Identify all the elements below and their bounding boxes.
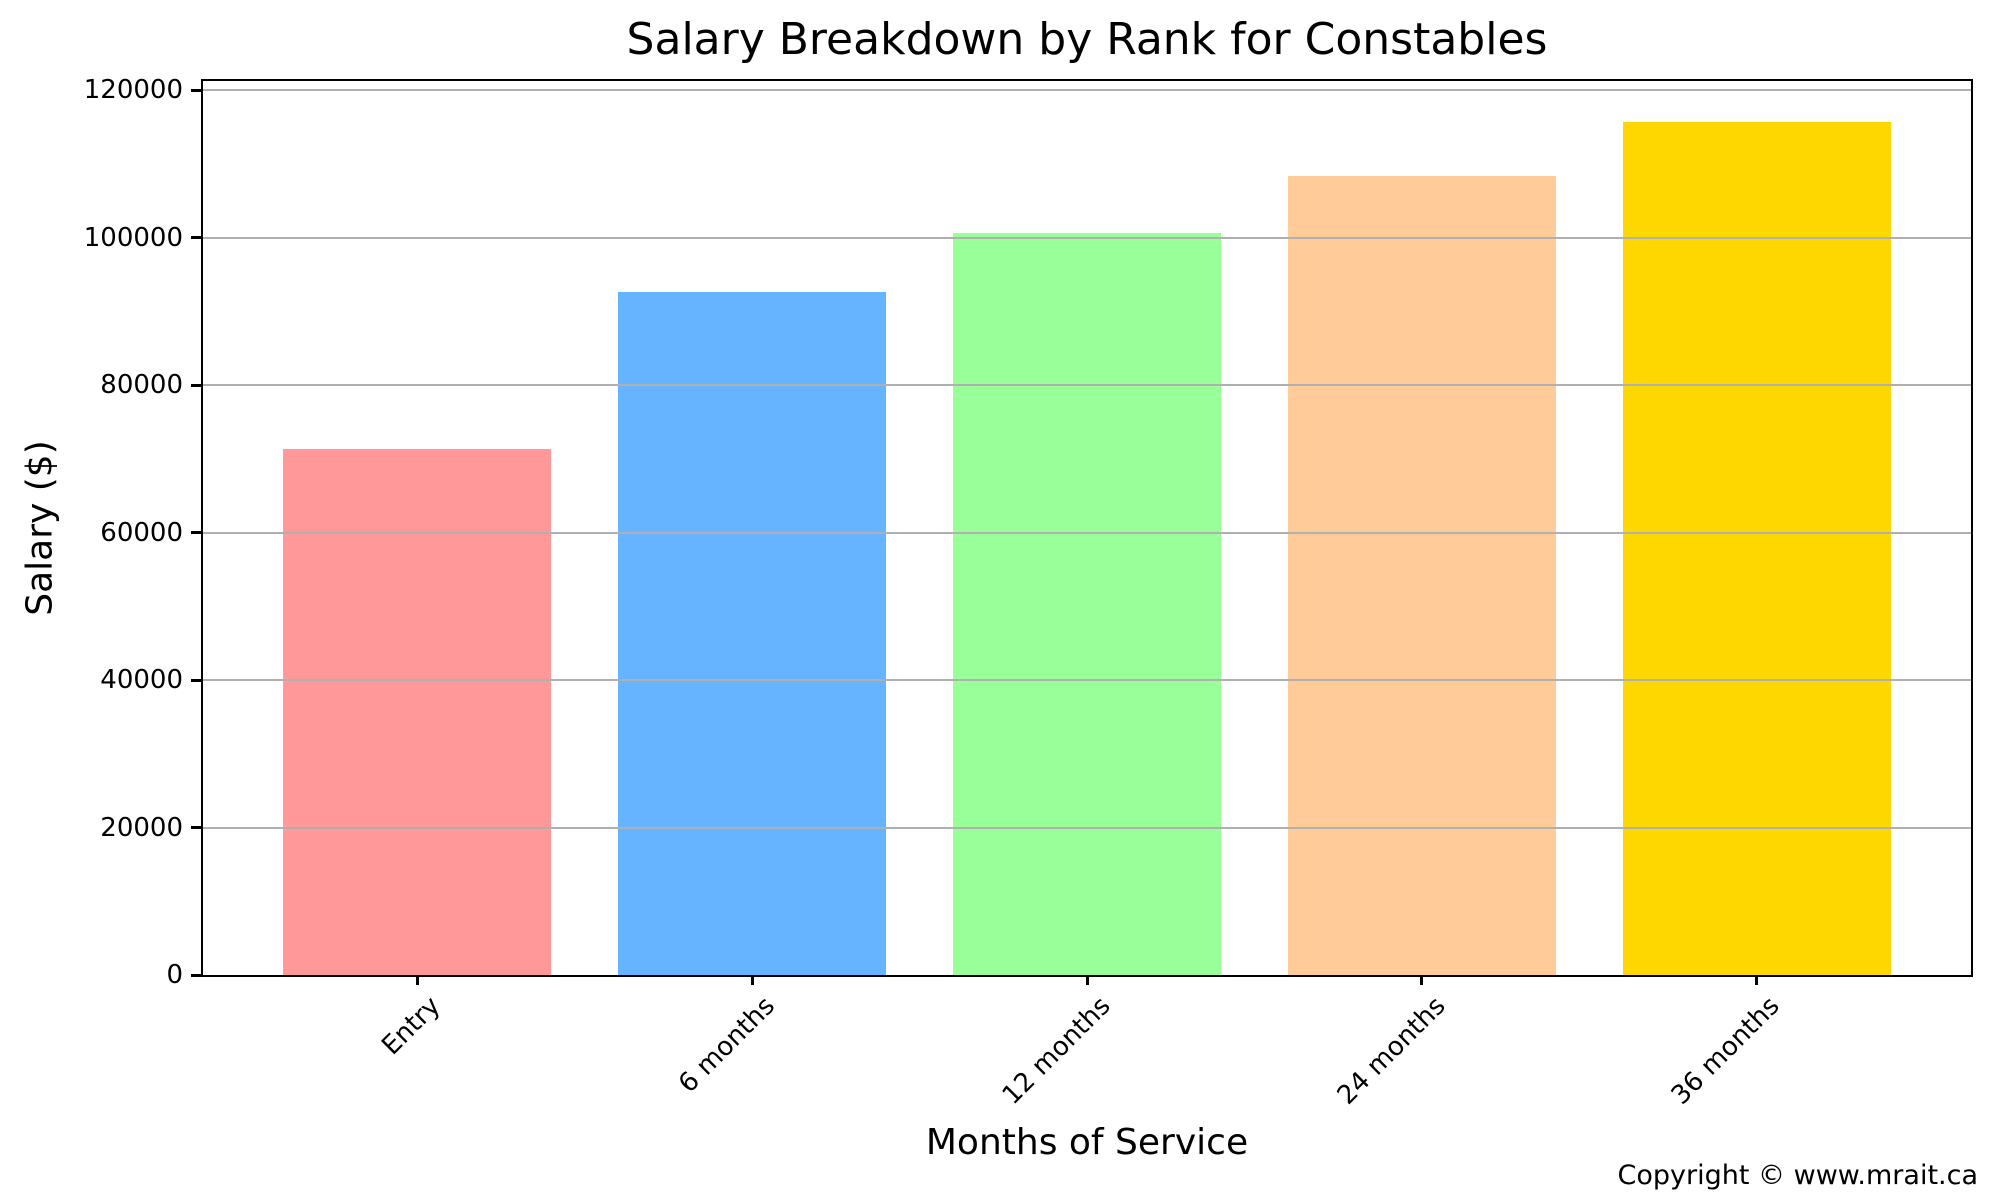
x-tick-label-text: 6 months <box>673 991 782 1100</box>
chart-title: Salary Breakdown by Rank for Constables <box>626 14 1548 65</box>
bar-6-months <box>618 291 887 975</box>
gridline-20000 <box>203 826 1971 829</box>
gridline-120000 <box>203 89 1971 92</box>
gridline-60000 <box>203 531 1971 534</box>
y-tick-label: 80000 <box>100 370 183 401</box>
y-tick-label: 40000 <box>100 665 183 696</box>
bar-12-months <box>953 232 1221 975</box>
bar-entry <box>283 449 552 975</box>
x-tick-mark <box>1085 975 1089 985</box>
y-tick-mark <box>191 88 201 92</box>
y-tick-mark <box>191 531 201 535</box>
gridline-80000 <box>203 384 1971 387</box>
y-tick-label: 100000 <box>83 222 183 253</box>
x-axis-label: Months of Service <box>925 1122 1249 1163</box>
x-tick-mark <box>1755 975 1759 985</box>
x-tick-mark <box>415 975 419 985</box>
y-tick-label: 20000 <box>100 812 183 843</box>
x-tick-mark <box>1420 975 1424 985</box>
x-tick-label-text: 24 months <box>1331 991 1452 1111</box>
y-tick-mark <box>191 826 201 830</box>
bar-36-months <box>1622 121 1891 975</box>
y-tick-label: 60000 <box>100 517 183 548</box>
y-tick-mark <box>191 236 201 240</box>
y-tick-label: 0 <box>166 960 183 990</box>
x-tick-label-text: 36 months <box>1666 991 1786 1111</box>
copyright-text: Copyright © www.mrait.ca <box>1617 1160 1978 1191</box>
y-tick-label: 120000 <box>83 75 183 106</box>
plot-area: 0 20000 40000 60000 80000 100000 120000 Entry 6 … <box>84 77 1973 1111</box>
x-tick-mark <box>750 975 754 985</box>
gridline-40000 <box>203 679 1971 682</box>
x-tick-label-text: 12 months <box>996 991 1117 1111</box>
gridline-100000 <box>203 236 1971 239</box>
y-tick-mark <box>191 678 201 682</box>
bar-24-months <box>1287 175 1556 975</box>
x-tick-label-text: Entry <box>376 991 447 1062</box>
y-tick-mark <box>191 383 201 387</box>
y-tick-mark <box>191 973 201 977</box>
